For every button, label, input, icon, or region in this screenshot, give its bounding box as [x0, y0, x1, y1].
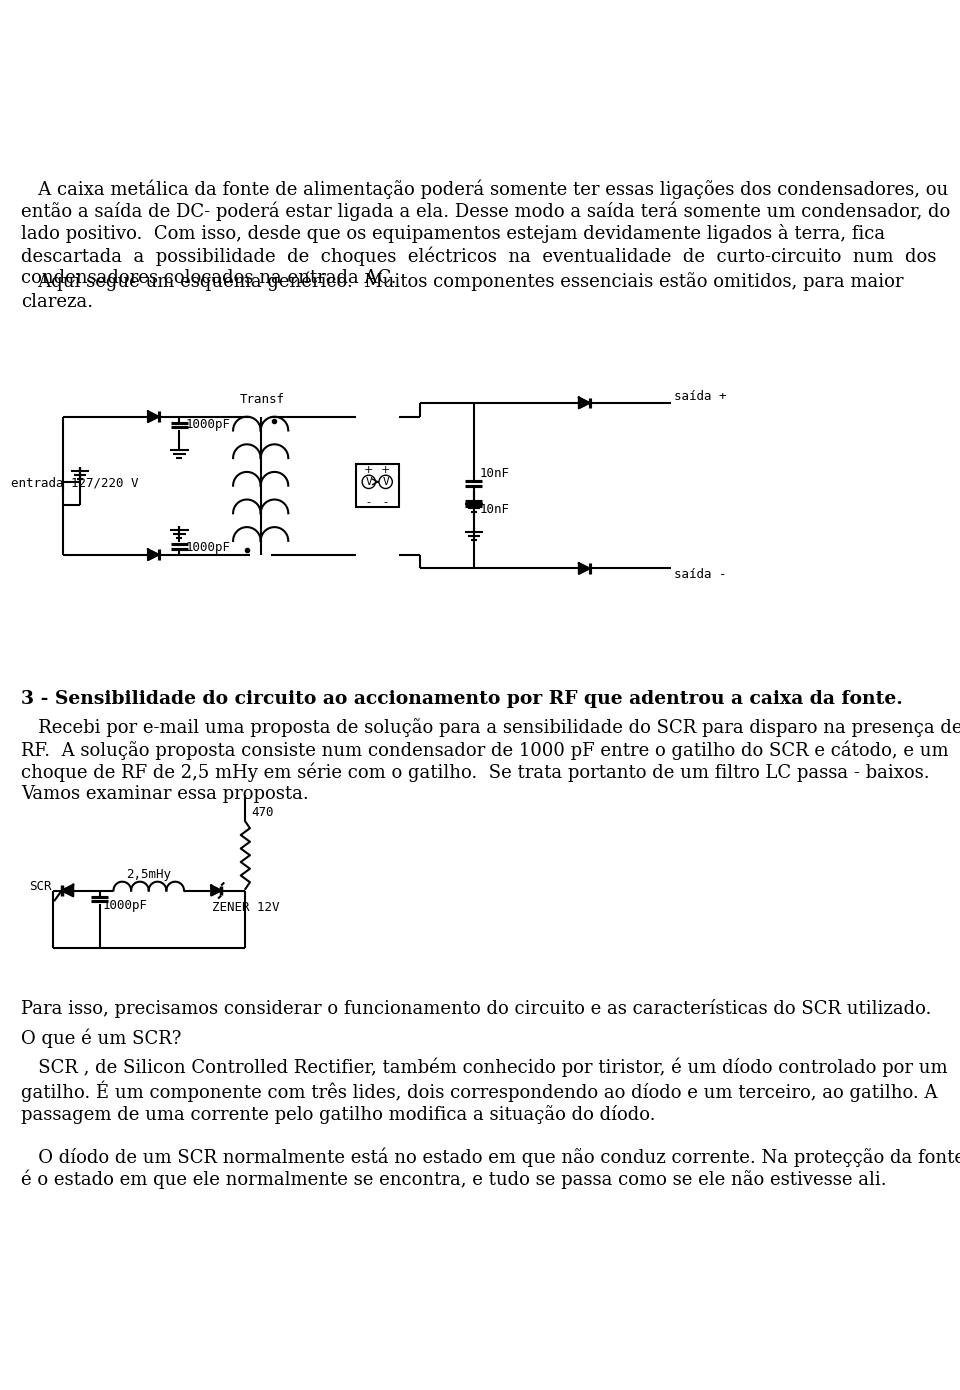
- Bar: [356, 464, 398, 507]
- Text: +: +: [381, 464, 391, 474]
- Text: +: +: [364, 464, 373, 474]
- Text: 2,5mHy: 2,5mHy: [127, 867, 171, 880]
- Text: Transf: Transf: [240, 393, 285, 406]
- Polygon shape: [61, 885, 73, 897]
- Text: 1000pF: 1000pF: [185, 418, 230, 431]
- Text: V: V: [366, 477, 372, 486]
- Text: ZENER 12V: ZENER 12V: [212, 901, 280, 913]
- Text: 10nF: 10nF: [480, 467, 510, 480]
- Text: Recebi por e-mail uma proposta de solução para a sensibilidade do SCR para dispa: Recebi por e-mail uma proposta de soluçã…: [21, 719, 960, 803]
- Text: A caixa metálica da fonte de alimentação poderá somente ter essas ligações dos c: A caixa metálica da fonte de alimentação…: [21, 179, 950, 286]
- Polygon shape: [211, 885, 221, 895]
- Text: 1000pF: 1000pF: [103, 899, 148, 912]
- Text: SCR: SCR: [29, 880, 52, 894]
- Text: Aqui segue um esquema genérico.  Muitos componentes essenciais estão omitidos, p: Aqui segue um esquema genérico. Muitos c…: [21, 271, 904, 311]
- Text: entrada 127/220 V: entrada 127/220 V: [11, 477, 138, 489]
- Text: V: V: [382, 477, 389, 486]
- Text: O díodo de um SCR normalmente está no estado em que não conduz corrente. Na prot: O díodo de um SCR normalmente está no es…: [21, 1147, 960, 1190]
- Text: saída -: saída -: [674, 569, 727, 581]
- Text: saída +: saída +: [674, 391, 727, 403]
- Text: -: -: [384, 496, 388, 507]
- Text: 10nF: 10nF: [480, 503, 510, 516]
- Polygon shape: [579, 398, 589, 409]
- Text: SCR , de Silicon Controlled Rectifier, também conhecido por tiristor, é um díodo: SCR , de Silicon Controlled Rectifier, t…: [21, 1058, 948, 1125]
- Text: Para isso, precisamos considerar o funcionamento do circuito e as característica: Para isso, precisamos considerar o funci…: [21, 999, 932, 1019]
- Text: 3 - Sensibilidade do circuito ao accionamento por RF que adentrou a caixa da fon: 3 - Sensibilidade do circuito ao acciona…: [21, 689, 903, 708]
- Text: 1000pF: 1000pF: [185, 541, 230, 553]
- Polygon shape: [579, 563, 589, 574]
- Polygon shape: [148, 411, 158, 423]
- Text: -: -: [367, 496, 371, 507]
- Polygon shape: [148, 549, 158, 560]
- Text: O que é um SCR?: O que é um SCR?: [21, 1029, 181, 1048]
- Text: 470: 470: [252, 806, 274, 819]
